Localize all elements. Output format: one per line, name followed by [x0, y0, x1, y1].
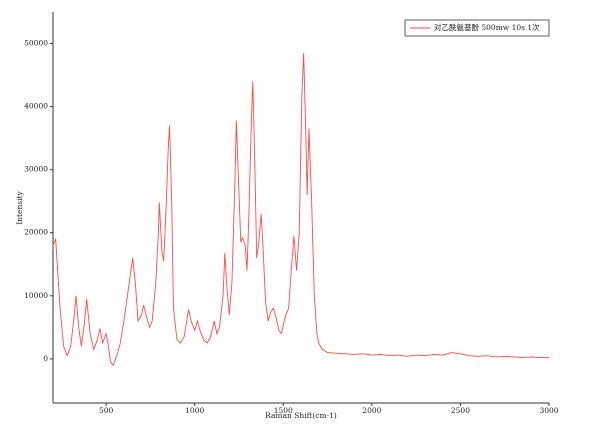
y-tick-label: 40000 [24, 102, 48, 111]
y-tick-label: 0 [43, 354, 48, 363]
y-axis-label: Intensity [15, 190, 24, 224]
y-tick-label: 10000 [24, 291, 48, 300]
legend-box [404, 19, 550, 37]
legend-label: 对乙酰氨基酚 500mw 10s 1次 [434, 22, 540, 32]
y-tick-label: 50000 [24, 39, 48, 48]
y-tick-label: 30000 [24, 165, 48, 174]
x-axis-label: Raman Shift(cm-1) [265, 411, 337, 420]
x-tick-label: 1500 [274, 406, 293, 415]
x-tick-label: 2000 [362, 406, 381, 415]
line-series [52, 52, 549, 367]
x-tick-label: 500 [99, 406, 114, 415]
x-tick-label: 1000 [185, 406, 204, 415]
x-tick-label: 3000 [539, 406, 558, 415]
x-tick-label: 2500 [451, 406, 470, 415]
y-tick-label: 20000 [24, 228, 48, 237]
